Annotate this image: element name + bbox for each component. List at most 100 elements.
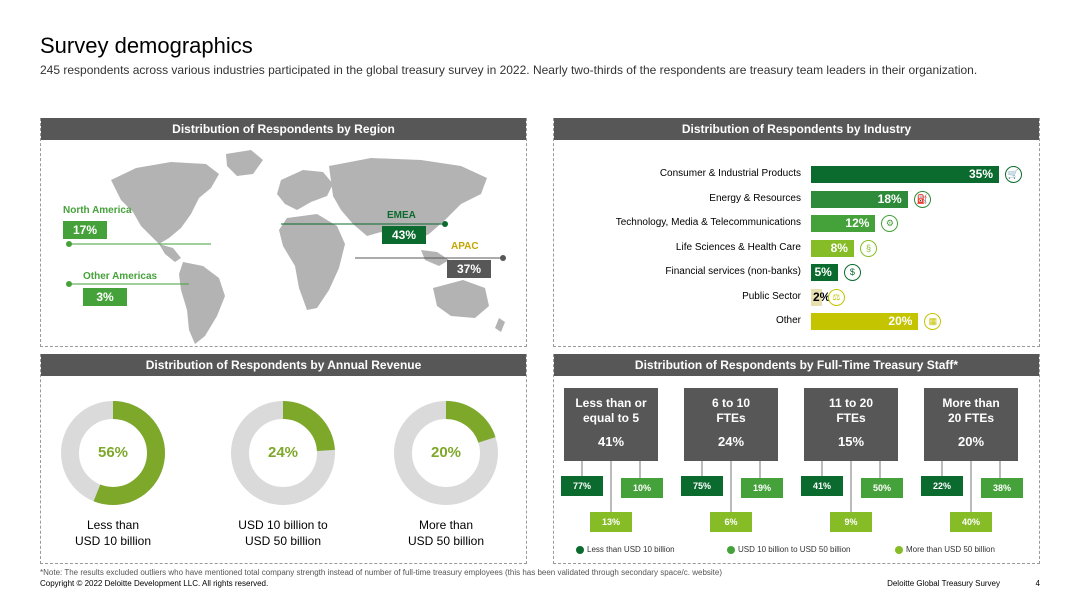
donut-caption: USD 10 billion to USD 50 billion [213,517,353,549]
donut-caption-line: USD 10 billion [74,534,152,548]
industry-bar [811,190,908,208]
staff-sub-value: 41% [801,476,843,496]
staff-sub-value: 40% [950,512,992,532]
industry-bar-value: 2% [813,289,831,304]
staff-category-box: 11 to 20 FTEs 15% [804,388,898,461]
staff-category-label: 11 to 20 FTEs [804,396,898,428]
staff-category-total: 24% [717,434,745,449]
region-value-north-america: 17% [63,221,107,239]
page-subtitle: 245 respondents across various industrie… [40,63,978,77]
region-value-apac: 37% [447,260,491,278]
staff-panel: Distribution of Respondents by Full-Time… [553,354,1040,564]
industry-bar-value: 12% [845,216,870,230]
staff-sub-value: 10% [621,478,663,498]
dna-icon: § [859,239,877,257]
donut-value: 20% [430,444,462,461]
page-title: Survey demographics [40,33,253,58]
scale-icon: ⚖ [827,288,845,306]
staff-category-label-line: Less than or [575,396,647,410]
donut-value: 24% [267,444,299,461]
donut-caption: Less than USD 10 billion [43,517,183,549]
grid-icon: ▦ [924,313,942,330]
industry-bar [811,166,999,183]
world-map [66,150,506,344]
staff-category-label-line: 20 FTEs [947,411,995,425]
donut-slice [394,401,498,505]
donut-slice [231,401,335,505]
legend-dot-light-green [895,545,903,554]
legend-dot-dark-green [576,545,584,554]
footnote: *Note: The results excluded outliers who… [40,568,722,577]
industry-label: Energy & Resources [709,192,801,204]
donut-caption-line: More than [418,518,474,532]
legend-label: Less than USD 10 billion [587,545,675,554]
fuel-icon: ⛽ [913,190,931,208]
staff-category-label: 6 to 10 FTEs [684,396,778,428]
industry-bar [811,239,854,257]
staff-category-label-line: FTEs [716,411,746,425]
industry-label: Financial services (non-banks) [665,266,801,277]
staff-sub-value: 9% [830,512,872,532]
donut-value: 56% [97,444,129,461]
staff-sub-value: 6% [710,512,752,532]
footer-source: Deloitte Global Treasury Survey [887,579,1000,588]
industry-label: Other [775,315,801,326]
industry-label: Consumer & Industrial Products [659,168,801,179]
revenue-panel: Distribution of Respondents by Annual Re… [40,354,527,564]
donut-chart [231,401,335,505]
industry-bar [811,215,876,232]
donut-caption-line: USD 10 billion to [238,518,328,532]
industry-label: Public Sector [742,290,801,302]
staff-category-label-line: FTEs [836,411,866,425]
staff-panel-title: Distribution of Respondents by Full-Time… [554,354,1039,376]
donut-caption-line: USD 50 billion [244,534,322,548]
industry-bar [811,288,822,306]
region-label-north-america: North America [63,205,132,216]
legend-item-more-50b: More than USD 50 billion [895,545,995,554]
donut-chart [61,401,165,505]
staff-category-label-line: 6 to 10 [711,396,750,410]
industry-bar-value: 8% [830,240,848,255]
region-label-emea: EMEA [387,210,416,221]
legend-label: USD 10 billion to USD 50 billion [738,545,851,554]
industry-label: Technology, Media & Telecommunications [615,217,801,228]
staff-sub-value: 77% [561,476,603,496]
staff-sub-value: 75% [681,476,723,496]
region-panel: Distribution of Respondents by Region [40,118,527,347]
staff-category-label: Less than or equal to 5 [564,396,658,428]
region-label-apac: APAC [451,241,479,252]
industry-bar-value: 35% [968,167,993,181]
money-icon: $ [843,264,861,281]
revenue-panel-title: Distribution of Respondents by Annual Re… [41,354,526,376]
staff-category-box: Less than or equal to 5 41% [564,388,658,461]
page-number: 4 [1035,579,1040,588]
industry-panel: Distribution of Respondents by Industry … [553,118,1040,347]
donut-caption-line: Less than [86,518,140,532]
industry-label: Life Sciences & Health Care [675,241,801,253]
staff-category-label: More than 20 FTEs [924,396,1018,428]
staff-category-label-line: 11 to 20 [828,396,874,410]
donut-caption: More than USD 50 billion [376,517,516,549]
industry-bar-value: 20% [888,314,913,328]
staff-category-total: 41% [597,434,625,449]
staff-connector-lines [581,461,1001,512]
staff-category-total: 20% [957,434,985,449]
staff-category-label-line: equal to 5 [582,411,639,425]
legend-label: More than USD 50 billion [906,545,995,554]
region-panel-title: Distribution of Respondents by Region [41,118,526,140]
industry-bar-value: 5% [814,265,832,279]
copyright: Copyright © 2022 Deloitte Development LL… [40,579,269,588]
industry-bar-value: 18% [877,191,902,206]
staff-sub-value: 19% [741,478,783,498]
staff-category-label-line: More than [942,396,1000,410]
legend-item-10b-50b: USD 10 billion to USD 50 billion [727,545,851,554]
staff-sub-value: 38% [981,478,1023,498]
industry-bar [811,313,919,330]
staff-sub-value: 50% [861,478,903,498]
staff-category-box: More than 20 FTEs 20% [924,388,1018,461]
staff-category-box: 6 to 10 FTEs 24% [684,388,778,461]
donut-slice [61,401,165,505]
staff-category-total: 15% [837,434,865,449]
chip-icon: ⚙ [881,215,899,232]
region-value-emea: 43% [382,226,426,244]
